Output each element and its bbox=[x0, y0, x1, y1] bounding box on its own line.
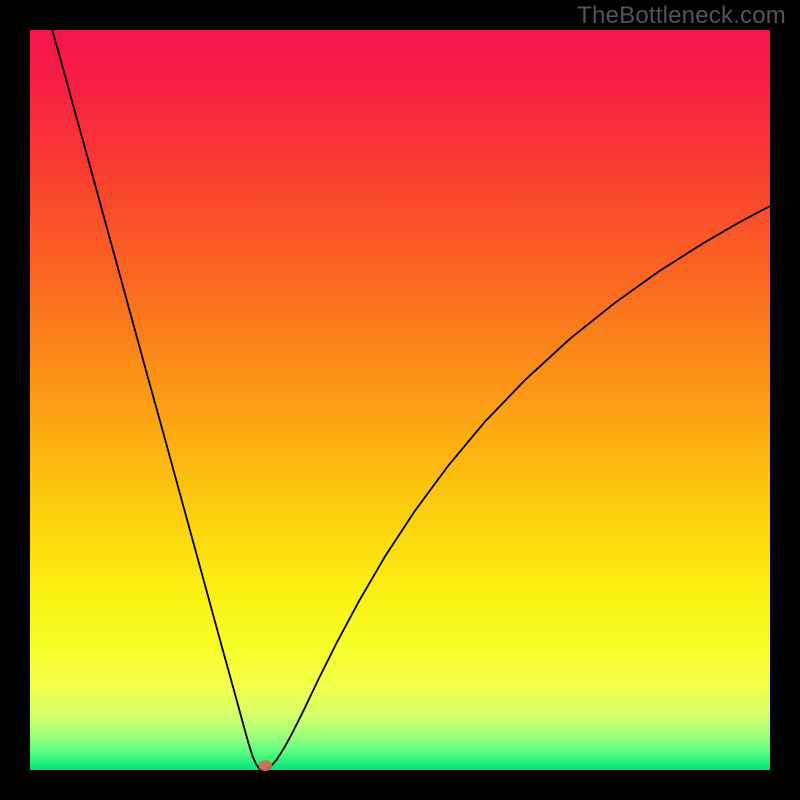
bottleneck-chart bbox=[0, 0, 800, 800]
optimum-marker bbox=[258, 760, 272, 771]
chart-container: TheBottleneck.com bbox=[0, 0, 800, 800]
gradient-background bbox=[30, 30, 770, 770]
